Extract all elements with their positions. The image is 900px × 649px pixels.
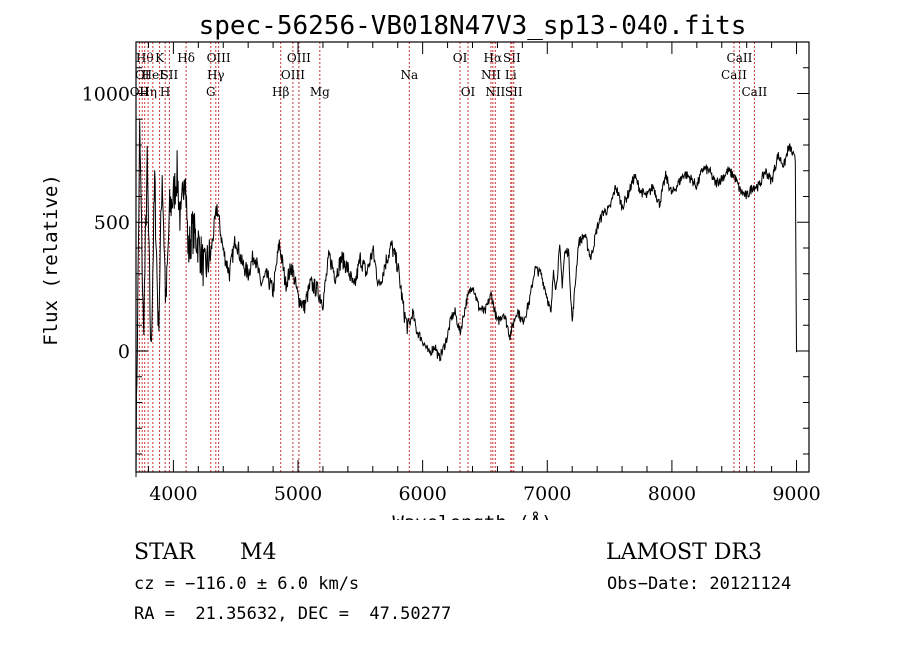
chart-title: spec-56256-VB018N47V3_sp13-040.fits [199, 11, 747, 41]
line-label: G [206, 85, 216, 99]
y-tick-label: 1000 [82, 83, 130, 105]
line-label: Hγ [207, 68, 225, 82]
line-label: SII [505, 85, 523, 99]
coordinates: RA = 21.35632, DEC = 47.50277 [134, 604, 452, 624]
line-label: CaII [741, 85, 767, 99]
line-label: OIII [281, 68, 305, 82]
line-label: CaII [727, 51, 753, 65]
plot-frame [135, 41, 810, 473]
object-subclass: M4 [240, 540, 277, 565]
x-tick-label: 4000 [149, 483, 197, 505]
line-label: OIII [207, 51, 231, 65]
line-label: OI [453, 51, 468, 65]
line-label: Li [505, 68, 517, 82]
line-label: K [155, 51, 165, 65]
line-label: Na [400, 68, 418, 82]
observation-date: Obs−Date: 20121124 [607, 574, 792, 594]
line-label: CaII [721, 68, 747, 82]
y-tick-label: 0 [118, 341, 130, 363]
line-label: NII [481, 68, 501, 82]
spectrum-chart: spec-56256-VB018N47V3_sp13-040.fitsOIIOI… [40, 11, 821, 520]
line-label: Hθ [136, 51, 154, 65]
y-tick-label: 500 [94, 212, 130, 234]
line-label: SII [161, 68, 179, 82]
line-label: Hα [484, 51, 503, 65]
spectrum-line [135, 120, 797, 478]
x-tick-label: 7000 [523, 483, 571, 505]
line-label: OIII [287, 51, 311, 65]
survey-name: LAMOST DR3 [606, 540, 762, 565]
x-axis-label: Wavelength (Å) [392, 511, 552, 520]
line-label: H [160, 85, 170, 99]
line-label: Mg [310, 85, 330, 99]
line-label: HeI [142, 68, 165, 82]
line-label: NII [485, 85, 505, 99]
line-label: Hβ [272, 85, 289, 99]
y-axis-label: Flux (relative) [40, 174, 62, 346]
line-label: SII [503, 51, 521, 65]
line-label: Hδ [177, 51, 195, 65]
x-tick-label: 9000 [772, 483, 820, 505]
object-class: STAR [134, 540, 195, 565]
x-tick-label: 6000 [398, 483, 446, 505]
x-tick-label: 8000 [648, 483, 696, 505]
line-label: OI [135, 68, 150, 82]
redshift-cz: cz = −116.0 ± 6.0 km/s [134, 574, 360, 594]
x-tick-label: 5000 [274, 483, 322, 505]
line-label: OI [461, 85, 476, 99]
line-label: Hη [139, 85, 157, 99]
